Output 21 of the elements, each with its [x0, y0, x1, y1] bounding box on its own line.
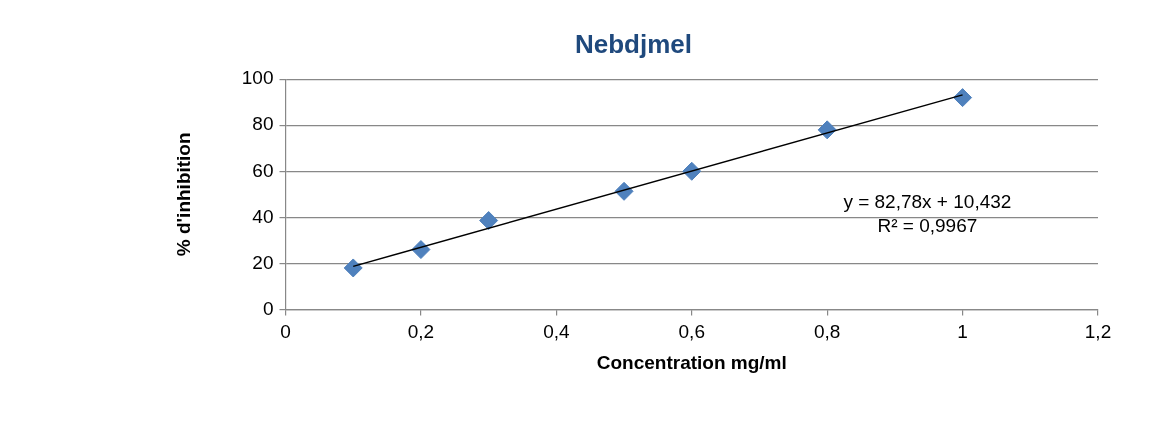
- x-tick-label: 0,2: [407, 321, 435, 343]
- point: [343, 258, 363, 278]
- point: [479, 211, 499, 231]
- y-tick-label: 20: [252, 251, 274, 273]
- point: [953, 88, 973, 108]
- y-tick-label: 80: [252, 113, 274, 135]
- x-tick-label: 1: [957, 321, 968, 343]
- y-tick-label: 40: [252, 205, 274, 227]
- x-tick-label: 0,4: [543, 321, 570, 343]
- annotation: R² = 0,9967: [877, 214, 978, 236]
- x-tick-label: 0: [280, 321, 291, 343]
- x-axis-title: Concentration mg/ml: [596, 351, 787, 373]
- y-tick-label: 100: [241, 67, 274, 89]
- y-tick-label: 0: [262, 297, 274, 319]
- y-axis-title: % d'inhibition: [172, 132, 194, 257]
- x-tick-label: 0,8: [813, 321, 841, 343]
- chart-title: Nebdjmel: [574, 28, 693, 59]
- annotation: y = 82,78x + 10,432: [843, 190, 1012, 212]
- y-tick-label: 60: [252, 159, 274, 181]
- x-tick-label: 0,6: [678, 321, 705, 343]
- x-tick-label: 1,2: [1084, 321, 1112, 343]
